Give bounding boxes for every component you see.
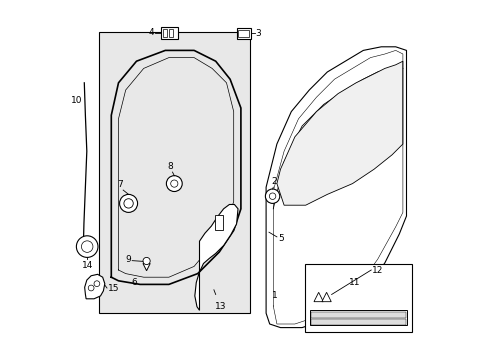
Polygon shape: [194, 204, 238, 310]
Bar: [161, 27, 178, 39]
Text: 11: 11: [348, 278, 360, 287]
Text: 12: 12: [371, 266, 383, 275]
Text: 14: 14: [81, 261, 93, 270]
Text: 10: 10: [71, 96, 82, 105]
Bar: [99, 32, 249, 313]
Circle shape: [123, 199, 133, 208]
Circle shape: [265, 189, 279, 203]
Text: 6: 6: [132, 278, 137, 287]
Circle shape: [269, 193, 275, 199]
Bar: [305, 264, 411, 332]
Circle shape: [88, 285, 94, 291]
Bar: [309, 310, 406, 325]
Polygon shape: [313, 292, 323, 302]
Text: 5: 5: [277, 234, 283, 243]
Polygon shape: [321, 292, 330, 302]
Circle shape: [166, 176, 182, 192]
Circle shape: [142, 257, 150, 265]
Bar: [238, 30, 249, 37]
Circle shape: [170, 180, 178, 187]
Text: 13: 13: [215, 302, 226, 311]
Text: 8: 8: [167, 162, 173, 171]
Polygon shape: [265, 47, 406, 328]
Text: 2: 2: [271, 177, 276, 186]
Text: 4: 4: [148, 28, 154, 37]
Polygon shape: [276, 61, 402, 205]
Bar: [163, 29, 167, 37]
Circle shape: [94, 281, 100, 287]
Polygon shape: [142, 264, 150, 271]
Bar: [236, 28, 250, 39]
Bar: [168, 29, 173, 37]
Circle shape: [81, 241, 93, 252]
Text: 15: 15: [107, 284, 119, 293]
Text: 1: 1: [272, 292, 277, 300]
Text: 3: 3: [255, 29, 261, 38]
Bar: [310, 312, 405, 318]
Text: 7: 7: [117, 180, 123, 189]
Bar: [310, 319, 405, 325]
Circle shape: [120, 194, 137, 212]
Text: 9: 9: [125, 256, 131, 264]
Polygon shape: [84, 274, 104, 299]
Bar: [215, 215, 223, 230]
Circle shape: [76, 236, 98, 257]
